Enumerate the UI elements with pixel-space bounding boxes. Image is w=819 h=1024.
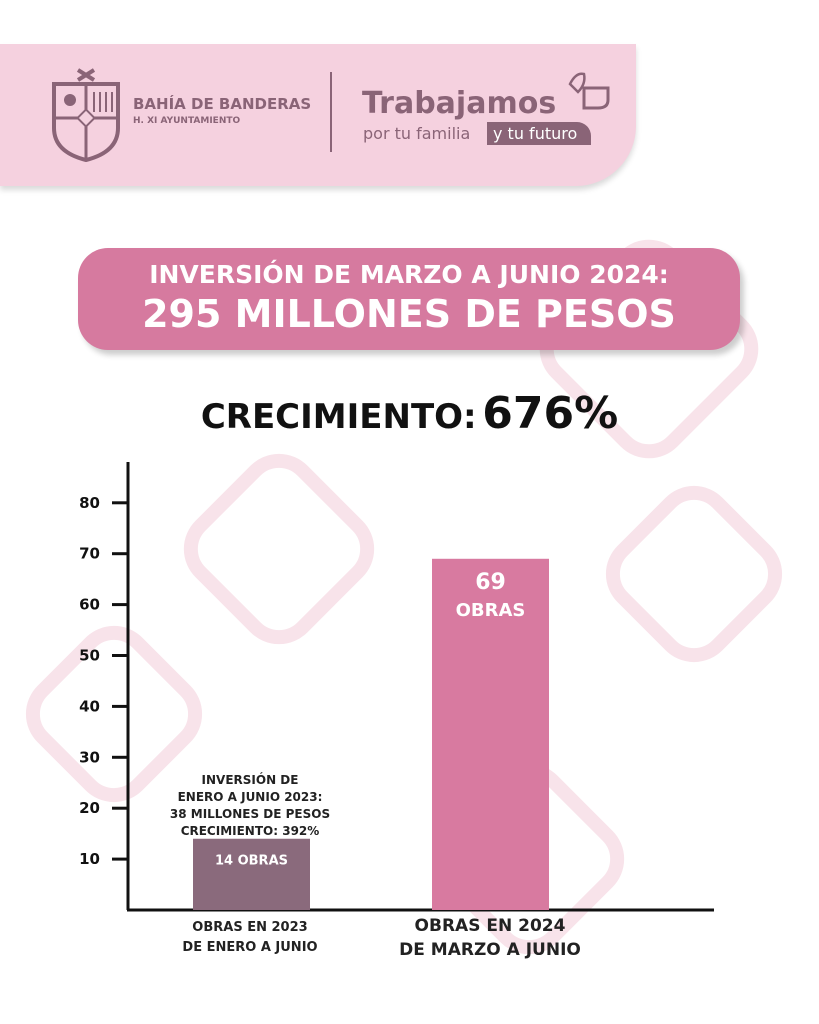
y-tick-label: 80 — [79, 494, 100, 512]
y-tick-label: 10 — [79, 850, 100, 868]
growth-headline: CRECIMIENTO: 676% — [0, 388, 819, 439]
note-line: CRECIMIENTO: 392% — [180, 824, 320, 838]
growth-label: CRECIMIENTO: — [200, 397, 477, 437]
slogan-highlight: y tu futuro — [487, 122, 592, 145]
slogan-main: Trabajamos — [362, 86, 557, 121]
bar-data-label: OBRAS — [456, 600, 526, 621]
x-label-2023: OBRAS EN 2023 DE ENERO A JUNIO — [150, 918, 350, 958]
org-subtitle: H. XI AYUNTAMIENTO — [133, 116, 241, 126]
y-tick-label: 20 — [79, 799, 100, 817]
bar-2024 — [432, 558, 549, 910]
bar-data-label: 69 — [475, 570, 506, 595]
note-line: INVERSIÓN DE — [201, 773, 299, 787]
y-tick-label: 60 — [79, 596, 100, 614]
y-tick-label: 40 — [79, 697, 100, 715]
x-label-line: OBRAS EN 2024 — [414, 916, 566, 936]
x-label-2024: OBRAS EN 2024 DE MARZO A JUNIO — [380, 914, 600, 962]
2023-investment-note: INVERSIÓN DE ENERO A JUNIO 2023: 38 MILL… — [150, 772, 350, 840]
bar-2023 — [193, 838, 310, 910]
growth-value: 676% — [482, 388, 619, 439]
slogan-sub: por tu familia — [363, 124, 471, 143]
municipal-crest-logo — [52, 68, 120, 162]
title-line-1: INVERSIÓN DE MARZO A JUNIO 2024: — [149, 260, 669, 289]
org-name: BAHÍA DE BANDERAS — [133, 95, 312, 113]
y-tick-label: 30 — [79, 748, 100, 766]
x-label-line: DE ENERO A JUNIO — [182, 940, 318, 955]
title-line-2: 295 MILLONES DE PESOS — [142, 292, 676, 336]
note-line: 38 MILLONES DE PESOS — [169, 807, 331, 821]
x-label-line: OBRAS EN 2023 — [192, 920, 308, 935]
header-banner: BAHÍA DE BANDERAS H. XI AYUNTAMIENTO Tra… — [0, 44, 636, 186]
investment-title-banner: INVERSIÓN DE MARZO A JUNIO 2024: 295 MIL… — [78, 248, 740, 350]
bar-data-label: 14 OBRAS — [215, 854, 288, 869]
y-tick-label: 70 — [79, 545, 100, 563]
y-tick-label: 50 — [79, 647, 100, 665]
leaf-logo-icon — [568, 72, 610, 110]
divider — [330, 72, 332, 152]
x-label-line: DE MARZO A JUNIO — [399, 940, 581, 960]
note-line: ENERO A JUNIO 2023: — [177, 790, 323, 804]
